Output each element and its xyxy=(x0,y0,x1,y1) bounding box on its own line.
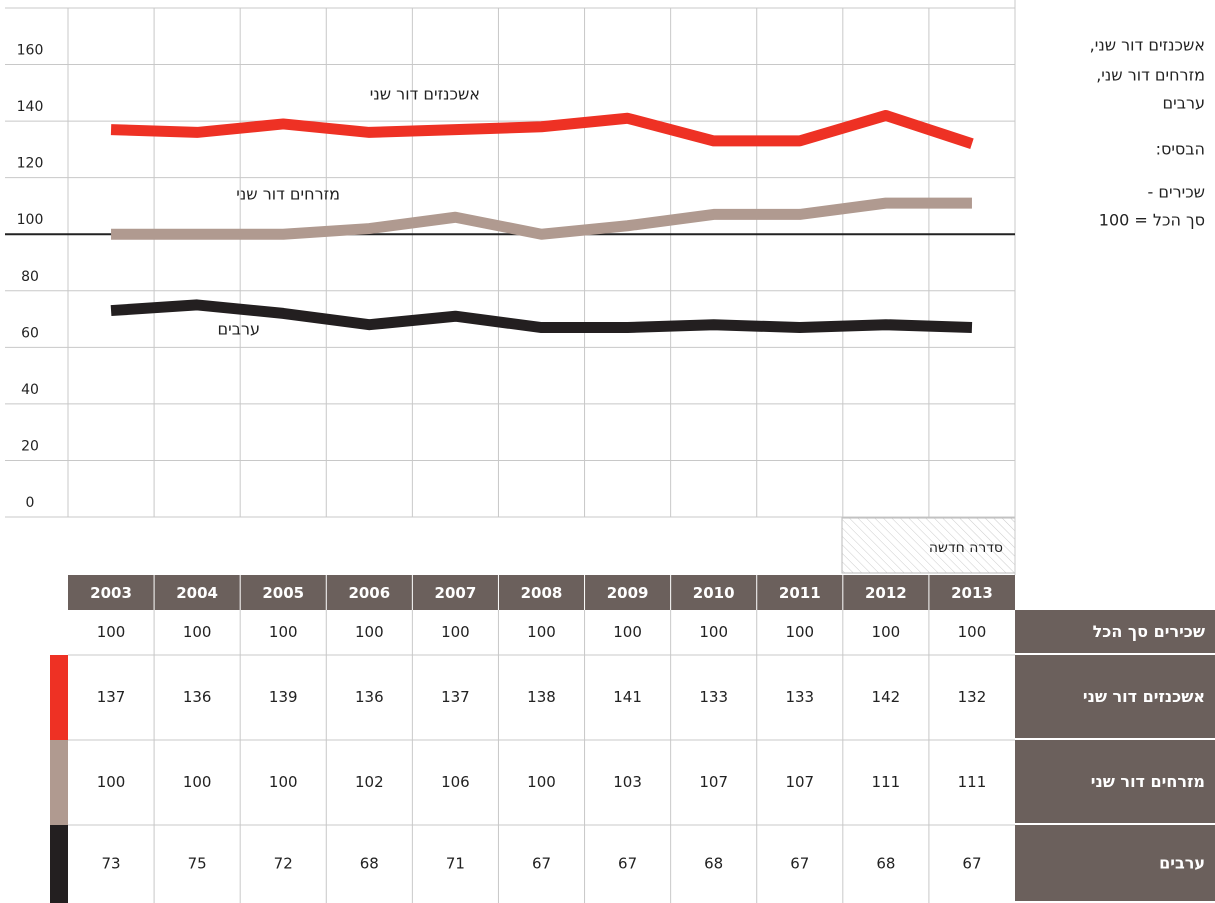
cell-value: 111 xyxy=(872,773,901,791)
side-title: מזרחים דור שני, xyxy=(1096,66,1205,85)
cell-value: 100 xyxy=(785,623,814,641)
row-header-label: שכירים סך הכל xyxy=(1093,622,1205,641)
row-header xyxy=(1015,740,1215,823)
cell-value: 136 xyxy=(355,688,384,706)
row-header xyxy=(1015,610,1215,653)
y-tick-label: 60 xyxy=(21,325,39,341)
cell-value: 72 xyxy=(274,855,293,873)
cell-value: 138 xyxy=(527,688,556,706)
series-line xyxy=(110,109,974,149)
year-label: 2013 xyxy=(951,584,993,602)
cell-value: 100 xyxy=(699,623,728,641)
cell-value: 100 xyxy=(958,623,987,641)
row-header-label: אשכנזים דור שני xyxy=(1083,687,1205,706)
cell-value: 100 xyxy=(269,623,298,641)
cell-value: 137 xyxy=(97,688,126,706)
row-header xyxy=(1015,825,1215,901)
cell-value: 100 xyxy=(355,623,384,641)
cell-value: 142 xyxy=(872,688,901,706)
base-note: שכירים - xyxy=(1148,183,1205,202)
row-color xyxy=(50,740,68,825)
year-label: 2006 xyxy=(348,584,390,602)
cell-value: 106 xyxy=(441,773,470,791)
cell-value: 133 xyxy=(785,688,814,706)
cell-value: 111 xyxy=(958,773,987,791)
year-label: 2004 xyxy=(176,584,218,602)
cell-value: 68 xyxy=(876,855,895,873)
series-label: מזרחים דור שני xyxy=(236,185,340,204)
year-label: 2010 xyxy=(693,584,735,602)
cell-value: 67 xyxy=(790,855,809,873)
row-header-label: ערבים xyxy=(1159,854,1205,873)
new-series-box xyxy=(841,517,1016,574)
row-header-label: מזרחים דור שני xyxy=(1091,772,1205,791)
cell-value: 100 xyxy=(441,623,470,641)
cell-value: 73 xyxy=(101,855,120,873)
side-title: ערבים xyxy=(1163,94,1206,113)
y-tick-label: 140 xyxy=(17,99,44,115)
cell-value: 100 xyxy=(269,773,298,791)
year-label: 2008 xyxy=(521,584,563,602)
cell-value: 100 xyxy=(183,773,212,791)
cell-value: 75 xyxy=(188,855,207,873)
row-color xyxy=(50,825,68,903)
year-label: 2009 xyxy=(607,584,649,602)
series-label: ערבים xyxy=(218,320,261,339)
cell-value: 71 xyxy=(446,855,465,873)
cell-value: 100 xyxy=(527,623,556,641)
cell-value: 100 xyxy=(527,773,556,791)
base-label: הבסיס: xyxy=(1156,140,1205,159)
y-tick-label: 120 xyxy=(17,156,44,172)
cell-value: 137 xyxy=(441,688,470,706)
cell-value: 102 xyxy=(355,773,384,791)
cell-value: 107 xyxy=(699,773,728,791)
y-tick-label: 40 xyxy=(21,382,39,398)
y-tick-label: 0 xyxy=(26,495,35,511)
series-label: אשכנזים דור שני xyxy=(370,85,480,104)
year-label: 2012 xyxy=(865,584,907,602)
y-tick-label: 20 xyxy=(21,438,39,454)
cell-value: 100 xyxy=(97,773,126,791)
table-header xyxy=(68,575,1015,610)
cell-value: 141 xyxy=(613,688,642,706)
cell-value: 103 xyxy=(613,773,642,791)
y-tick-label: 80 xyxy=(21,269,39,285)
y-tick-label: 160 xyxy=(17,43,44,59)
cell-value: 139 xyxy=(269,688,298,706)
row-color xyxy=(50,655,68,740)
new-series-label: סדרה חדשה xyxy=(929,540,1003,556)
cell-value: 67 xyxy=(962,855,981,873)
series-line xyxy=(110,299,973,334)
cell-value: 132 xyxy=(958,688,987,706)
cell-value: 67 xyxy=(618,855,637,873)
cell-value: 100 xyxy=(183,623,212,641)
cell-value: 68 xyxy=(704,855,723,873)
year-label: 2011 xyxy=(779,584,821,602)
cell-value: 67 xyxy=(532,855,551,873)
cell-value: 107 xyxy=(785,773,814,791)
cell-value: 100 xyxy=(613,623,642,641)
side-title: אשכנזים דור שני, xyxy=(1090,36,1205,55)
series-line xyxy=(111,197,972,240)
year-label: 2007 xyxy=(435,584,477,602)
year-label: 2005 xyxy=(262,584,304,602)
cell-value: 100 xyxy=(872,623,901,641)
cell-value: 68 xyxy=(360,855,379,873)
cell-value: 100 xyxy=(97,623,126,641)
cell-value: 133 xyxy=(699,688,728,706)
year-label: 2003 xyxy=(90,584,132,602)
y-tick-label: 100 xyxy=(17,212,44,228)
base-note: סך הכל = 100 xyxy=(1099,211,1205,230)
row-header xyxy=(1015,655,1215,738)
cell-value: 136 xyxy=(183,688,212,706)
